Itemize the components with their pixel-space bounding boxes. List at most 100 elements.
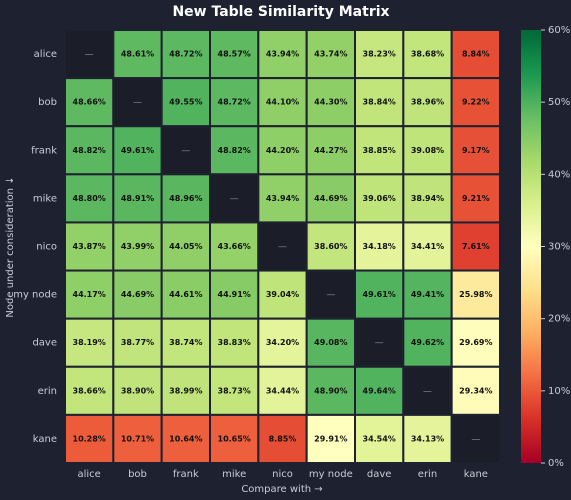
cell-label: 48.90% bbox=[314, 386, 347, 395]
heatmap-cell bbox=[112, 77, 163, 128]
cell-label: 34.13% bbox=[411, 434, 444, 443]
heatmap-cell bbox=[64, 125, 115, 176]
cell-label: 38.60% bbox=[314, 242, 347, 251]
heatmap-cell bbox=[112, 269, 163, 320]
cell-label: 43.94% bbox=[266, 50, 299, 59]
cell-label: 44.30% bbox=[314, 98, 347, 107]
heatmap-cell bbox=[450, 77, 501, 128]
cell-label: 39.08% bbox=[411, 146, 444, 155]
cell-label: 44.20% bbox=[266, 146, 299, 155]
cell-label: 38.74% bbox=[169, 338, 202, 347]
heatmap-cell bbox=[354, 269, 405, 320]
cell-label: 38.73% bbox=[218, 386, 251, 395]
heatmap-cell bbox=[112, 29, 163, 80]
cell-label: 48.91% bbox=[121, 194, 154, 203]
heatmap-cell bbox=[305, 77, 356, 128]
cell-label: 34.18% bbox=[363, 242, 396, 251]
heatmap-cell bbox=[402, 365, 453, 416]
cell-label: 38.99% bbox=[169, 386, 202, 395]
cell-label: 34.54% bbox=[363, 434, 396, 443]
x-tick-label: kane bbox=[464, 469, 488, 480]
cell-label: 49.55% bbox=[169, 98, 202, 107]
heatmap-cell bbox=[257, 173, 308, 224]
cell-label: — bbox=[230, 194, 239, 204]
cell-label: — bbox=[85, 50, 94, 60]
cell-label: 43.66% bbox=[218, 242, 251, 251]
x-tick-label: frank bbox=[173, 469, 199, 480]
cell-label: 48.96% bbox=[169, 194, 202, 203]
x-tick-label: dave bbox=[367, 469, 392, 480]
heatmap-cell bbox=[402, 173, 453, 224]
cell-label: 44.69% bbox=[121, 290, 154, 299]
cell-label: 9.21% bbox=[462, 194, 490, 203]
cell-label: — bbox=[326, 290, 335, 300]
y-tick-label: alice bbox=[34, 49, 57, 60]
cell-label: 39.06% bbox=[363, 194, 396, 203]
y-tick-label: dave bbox=[32, 338, 57, 349]
cell-label: 49.41% bbox=[411, 290, 444, 299]
colorbar-tick-label: 20% bbox=[548, 314, 570, 325]
cell-label: 34.20% bbox=[266, 338, 299, 347]
cell-label: 43.94% bbox=[266, 194, 299, 203]
heatmap-cell bbox=[112, 413, 163, 464]
cell-label: 38.66% bbox=[73, 386, 106, 395]
heatmap-cell bbox=[305, 317, 356, 368]
cell-label: 44.91% bbox=[218, 290, 251, 299]
x-tick-label: my node bbox=[309, 469, 353, 480]
heatmap-cell bbox=[112, 221, 163, 272]
cell-label: 34.41% bbox=[411, 242, 444, 251]
cell-label: 48.82% bbox=[218, 146, 251, 155]
cell-label: 43.87% bbox=[73, 242, 106, 251]
y-tick-label: nico bbox=[36, 242, 57, 253]
cell-label: 49.61% bbox=[121, 146, 154, 155]
heatmap-cell bbox=[112, 365, 163, 416]
heatmap-cell bbox=[450, 317, 501, 368]
cell-label: 10.64% bbox=[169, 434, 202, 443]
heatmap-cell bbox=[209, 317, 260, 368]
cell-label: 44.17% bbox=[73, 290, 106, 299]
cell-label: — bbox=[375, 338, 384, 348]
cell-label: 44.10% bbox=[266, 98, 299, 107]
heatmap-cell bbox=[354, 173, 405, 224]
cell-label: 8.84% bbox=[462, 50, 490, 59]
y-tick-label: my node bbox=[13, 290, 57, 301]
heatmap-cell bbox=[402, 269, 453, 320]
heatmap-cell bbox=[64, 317, 115, 368]
heatmap-cell bbox=[209, 269, 260, 320]
cell-label: 38.85% bbox=[363, 146, 396, 155]
cell-label: — bbox=[278, 242, 287, 252]
colorbar-tick-label: 30% bbox=[548, 242, 570, 253]
cell-label: 25.98% bbox=[459, 290, 492, 299]
cell-label: 29.69% bbox=[459, 338, 492, 347]
cell-label: 9.22% bbox=[462, 98, 490, 107]
heatmap-cell bbox=[160, 413, 212, 464]
x-tick-label: bob bbox=[128, 469, 147, 480]
heatmap-cell bbox=[450, 173, 501, 224]
cell-label: 48.82% bbox=[73, 146, 106, 155]
y-axis-label: Node under consideration ↓ bbox=[5, 176, 16, 317]
heatmap-cell bbox=[112, 125, 163, 176]
cell-label: 39.04% bbox=[266, 290, 299, 299]
cell-label: 10.28% bbox=[73, 434, 106, 443]
heatmap-cell bbox=[402, 317, 453, 368]
cell-label: — bbox=[423, 386, 432, 396]
colorbar bbox=[521, 30, 541, 463]
colorbar-tick-label: 10% bbox=[548, 386, 570, 397]
cell-label: 29.91% bbox=[314, 434, 347, 443]
cell-label: 29.34% bbox=[459, 386, 492, 395]
heatmap-cell bbox=[209, 77, 260, 128]
cell-label: 34.44% bbox=[266, 386, 299, 395]
y-tick-label: mike bbox=[33, 193, 57, 204]
cell-label: 38.84% bbox=[363, 98, 396, 107]
heatmap-cell bbox=[257, 365, 308, 416]
cell-label: 9.17% bbox=[462, 146, 490, 155]
colorbar-tick-label: 50% bbox=[548, 97, 570, 108]
y-tick-label: kane bbox=[33, 434, 57, 445]
cell-label: 44.61% bbox=[169, 290, 202, 299]
cell-label: 48.72% bbox=[218, 98, 251, 107]
heatmap-cell bbox=[257, 413, 308, 464]
heatmap-cell bbox=[354, 365, 405, 416]
cell-label: 38.96% bbox=[411, 98, 444, 107]
cell-label: 38.23% bbox=[363, 50, 396, 59]
